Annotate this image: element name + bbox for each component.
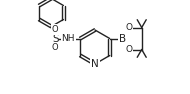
Text: N: N	[91, 59, 99, 69]
Text: O: O	[52, 25, 59, 34]
Text: B: B	[119, 33, 126, 44]
Text: NH: NH	[62, 34, 75, 43]
Text: O: O	[52, 43, 59, 52]
Text: O: O	[125, 45, 132, 54]
Text: S: S	[52, 33, 59, 44]
Text: O: O	[125, 23, 132, 32]
